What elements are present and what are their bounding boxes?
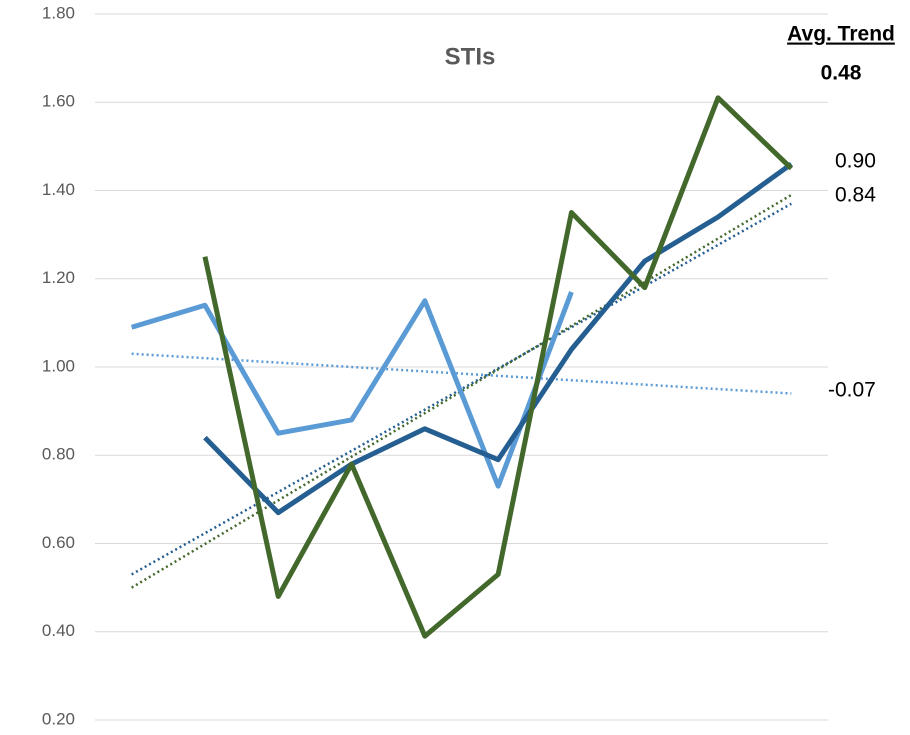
chart-title: STIs	[445, 43, 496, 70]
y-tick-label: 0.80	[42, 445, 75, 464]
annotation-label: -0.07	[828, 379, 876, 402]
annotation-label: 0.90	[835, 150, 876, 173]
y-tick-label: 0.40	[42, 621, 75, 640]
annotation-label: 0.84	[835, 184, 876, 207]
y-tick-label: 1.20	[42, 268, 75, 287]
y-tick-label: 1.40	[42, 180, 75, 199]
y-tick-label: 1.60	[42, 92, 75, 111]
annotation-average: 0.48	[821, 62, 862, 85]
series-line	[130, 291, 574, 489]
annotation-heading: Avg. Trend	[787, 23, 895, 46]
y-tick-label: 1.80	[42, 3, 75, 22]
y-tick-label: 1.00	[42, 356, 75, 375]
series-line	[203, 161, 793, 516]
series-line	[202, 95, 794, 639]
y-tick-label: 0.60	[42, 533, 75, 552]
y-tick-label: 0.20	[42, 709, 75, 728]
trend-line	[131, 352, 792, 395]
trend-line	[131, 202, 792, 576]
